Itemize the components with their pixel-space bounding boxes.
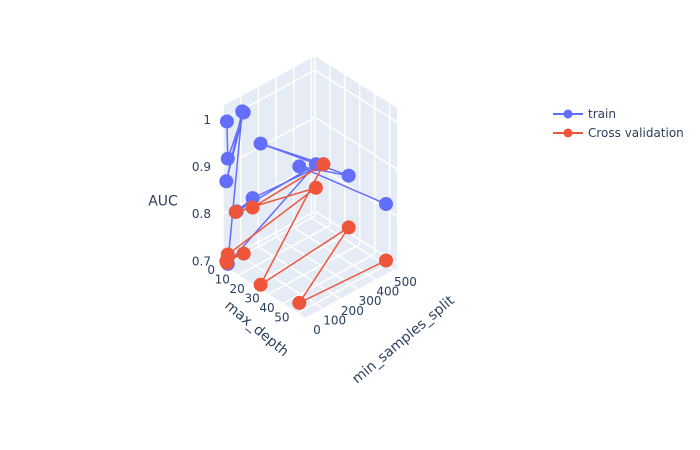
y-tick-label: 10: [215, 272, 230, 286]
x-tick-label: 200: [341, 304, 364, 318]
data-point-cross-validation: [341, 220, 356, 235]
legend: train Cross validation: [553, 107, 684, 140]
z-tick-label: 0.7: [192, 254, 211, 268]
x-tick-label: 0: [313, 323, 321, 337]
data-point-cross-validation: [236, 246, 251, 261]
y-tick-label: 0: [207, 263, 215, 277]
y-tick-label: 40: [259, 301, 274, 315]
y-tick-label: 30: [244, 291, 259, 305]
traces: [219, 104, 393, 310]
data-point-train: [253, 136, 268, 151]
x-tick-label: 100: [323, 313, 346, 327]
z-tick-label: 0.8: [192, 207, 211, 221]
legend-item-train[interactable]: train: [553, 107, 616, 121]
trace-cross-validation: [219, 157, 393, 310]
data-point-cross-validation: [316, 157, 331, 172]
data-point-train: [219, 174, 234, 189]
data-point-cross-validation: [308, 180, 323, 195]
x-tick-label: 500: [394, 275, 417, 289]
x-grid-floor: [293, 226, 377, 281]
y-grid-floor: [297, 262, 390, 314]
data-point-cross-validation: [245, 200, 260, 215]
legend-marker-cross-validation: [563, 128, 573, 138]
legend-item-cross-validation[interactable]: Cross validation: [553, 126, 684, 140]
data-point-cross-validation: [292, 295, 307, 310]
y-grid-floor: [267, 243, 361, 296]
data-point-train: [219, 114, 234, 129]
z-tick-label: 1: [203, 113, 211, 127]
x-tick-label: 300: [359, 294, 382, 308]
data-point-cross-validation: [228, 204, 243, 219]
data-point-cross-validation: [379, 253, 393, 268]
y-tick-label: 50: [274, 310, 289, 324]
data-point-cross-validation: [253, 277, 268, 292]
data-point-train: [220, 151, 235, 166]
x-tick-label: 400: [376, 285, 399, 299]
y-grid-floor: [237, 224, 331, 277]
z-tick-label: 0.9: [192, 160, 211, 174]
legend-label-train: train: [588, 107, 616, 121]
data-point-train: [292, 159, 307, 174]
x-grid-floor: [240, 255, 324, 310]
floor-pane: [223, 216, 397, 318]
legend-label-cross-validation: Cross validation: [588, 126, 684, 140]
data-point-train: [235, 104, 250, 119]
data-point-train: [379, 197, 393, 211]
z-grid-side: [314, 116, 398, 170]
x-grid-floor: [222, 265, 306, 319]
data-point-train: [341, 168, 356, 183]
z-grid-side: [314, 69, 398, 123]
y-grid-floor: [282, 253, 375, 305]
y-tick-label: 20: [230, 282, 245, 296]
axis-panes: [223, 56, 397, 318]
y-axis-title: max_depth: [221, 298, 291, 361]
data-point-cross-validation: [220, 247, 235, 262]
legend-marker-train: [563, 109, 573, 119]
z-axis-title: AUC: [148, 193, 178, 209]
